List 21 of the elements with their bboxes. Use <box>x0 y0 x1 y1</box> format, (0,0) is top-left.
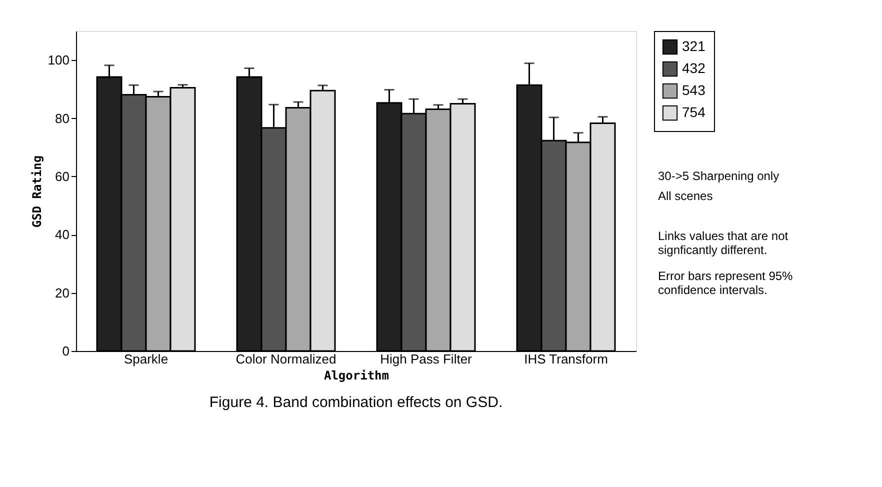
x-tick-label: Color Normalized <box>236 352 336 366</box>
y-tick-label: 100 <box>48 52 70 68</box>
legend-label: 321 <box>682 38 706 54</box>
y-tick-label: 60 <box>55 168 70 184</box>
text: Error bars represent 95% confidence intervals. <box>658 269 794 297</box>
x-tick-label: IHS Transform <box>524 352 608 366</box>
y-axis-title: GSD Rating <box>30 155 44 228</box>
legend-label: 543 <box>682 82 706 98</box>
y-tick-label: 80 <box>55 110 70 126</box>
y-tick-label: 0 <box>62 344 70 358</box>
legend-label: 432 <box>682 60 706 76</box>
x-tick-label: Sparkle <box>124 352 168 366</box>
y-tick-label: 20 <box>55 285 70 300</box>
text: All scenes <box>658 189 713 203</box>
x-axis-title: Algorithm <box>324 368 390 382</box>
legend-label: 754 <box>682 104 706 120</box>
text: Links values that are not signficantly different. <box>658 229 789 257</box>
x-tick-label: High Pass Filter <box>380 352 473 366</box>
text: 30->5 Sharpening only <box>658 169 780 183</box>
y-tick-label: 40 <box>55 227 70 242</box>
text: Figure 4. Band combination effects on GSD. <box>209 394 503 411</box>
